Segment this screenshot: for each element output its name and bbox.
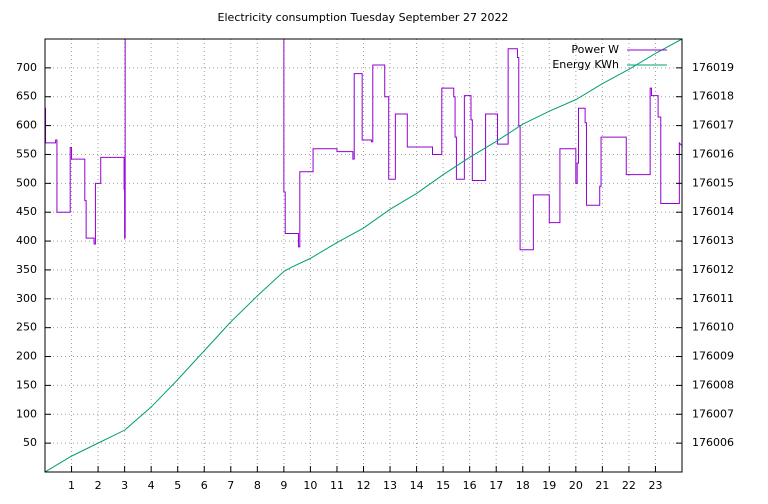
y-tick-label: 700 <box>16 61 37 74</box>
y-tick-label: 450 <box>16 205 37 218</box>
y-tick-label: 200 <box>16 350 37 363</box>
x-tick-label: 22 <box>622 479 636 492</box>
x-tick-label: 8 <box>254 479 261 492</box>
y2-tick-label: 176013 <box>692 234 734 247</box>
x-tick-label: 15 <box>436 479 450 492</box>
x-tick-label: 6 <box>201 479 208 492</box>
y2-tick-label: 176018 <box>692 90 734 103</box>
legend-label: Energy KWh <box>552 58 619 71</box>
x-tick-label: 7 <box>227 479 234 492</box>
y2-tick-label: 176009 <box>692 350 734 363</box>
y2-tick-label: 176008 <box>692 378 734 391</box>
y-tick-label: 300 <box>16 292 37 305</box>
x-tick-label: 11 <box>330 479 344 492</box>
x-tick-label: 4 <box>148 479 155 492</box>
grid <box>45 39 682 472</box>
x-tick-label: 1 <box>68 479 75 492</box>
y2-tick-label: 176007 <box>692 407 734 420</box>
x-tick-label: 12 <box>357 479 371 492</box>
x-tick-label: 18 <box>516 479 530 492</box>
y2-tick-label: 176006 <box>692 436 734 449</box>
x-tick-label: 10 <box>303 479 317 492</box>
y-tick-label: 350 <box>16 263 37 276</box>
x-tick-label: 3 <box>121 479 128 492</box>
y-tick-label: 550 <box>16 147 37 160</box>
y-tick-label: 100 <box>16 407 37 420</box>
series-line <box>45 39 682 472</box>
x-tick-label: 14 <box>410 479 424 492</box>
x-tick-label: 2 <box>95 479 102 492</box>
chart-title: Electricity consumption Tuesday Septembe… <box>218 11 509 24</box>
x-tick-label: 21 <box>595 479 609 492</box>
y2-tick-label: 176016 <box>692 147 734 160</box>
y2-tick-label: 176010 <box>692 321 734 334</box>
y2-tick-label: 176019 <box>692 61 734 74</box>
y-tick-label: 250 <box>16 321 37 334</box>
x-tick-label: 20 <box>569 479 583 492</box>
y-tick-label: 50 <box>23 436 37 449</box>
plot-area <box>45 39 682 472</box>
y2-tick-label: 176015 <box>692 176 734 189</box>
x-tick-label: 13 <box>383 479 397 492</box>
series-line <box>45 39 126 245</box>
y-tick-label: 500 <box>16 176 37 189</box>
x-tick-label: 16 <box>463 479 477 492</box>
y-tick-label: 650 <box>16 90 37 103</box>
x-tick-label: 19 <box>542 479 556 492</box>
y2-tick-label: 176011 <box>692 292 734 305</box>
y2-tick-label: 176012 <box>692 263 734 276</box>
y-tick-label: 600 <box>16 119 37 132</box>
y2-tick-label: 176017 <box>692 119 734 132</box>
series-line <box>283 39 682 251</box>
x-tick-label: 23 <box>648 479 662 492</box>
x-tick-label: 5 <box>174 479 181 492</box>
y-tick-label: 400 <box>16 234 37 247</box>
x-tick-label: 17 <box>489 479 503 492</box>
y-tick-label: 150 <box>16 378 37 391</box>
x-tick-label: 9 <box>280 479 287 492</box>
y2-tick-label: 176014 <box>692 205 734 218</box>
legend-label: Power W <box>571 43 619 56</box>
